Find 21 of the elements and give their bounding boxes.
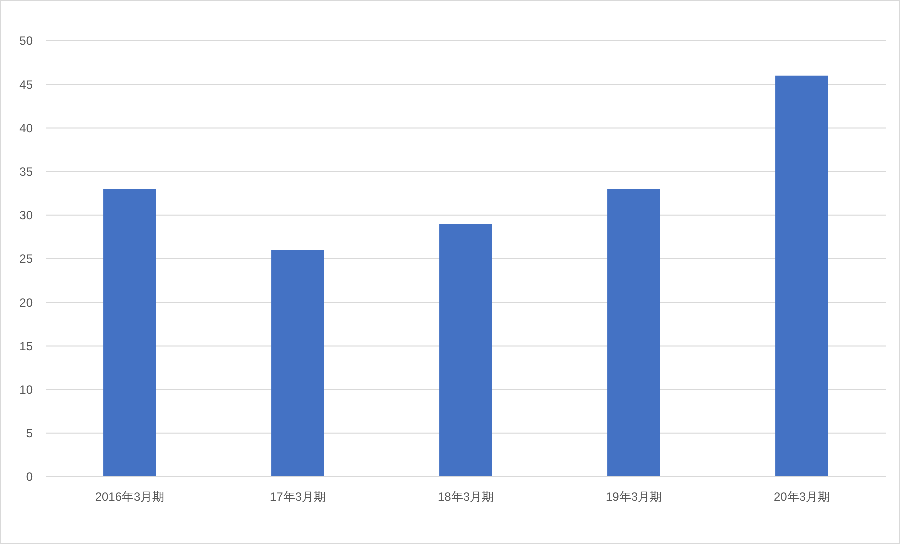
y-tick-label: 5 <box>26 426 34 441</box>
x-tick-label: 19年3月期 <box>606 490 662 504</box>
x-tick-label: 20年3月期 <box>774 490 830 504</box>
y-tick-label: 25 <box>20 252 34 266</box>
y-tick-label: 15 <box>20 339 34 354</box>
x-tick-label: 2016年3月期 <box>95 490 165 504</box>
y-tick-label: 40 <box>20 121 34 136</box>
y-tick-label: 0 <box>26 470 34 484</box>
y-tick-label: 50 <box>20 34 34 48</box>
y-tick-label: 45 <box>20 78 34 92</box>
bar <box>104 189 156 477</box>
y-tick-label: 10 <box>20 383 34 397</box>
x-tick-label: 18年3月期 <box>438 490 494 504</box>
bar <box>440 224 492 477</box>
bar <box>776 76 828 477</box>
x-tick-label: 17年3月期 <box>270 490 326 504</box>
bar <box>608 189 660 477</box>
bar <box>272 250 324 477</box>
y-tick-label: 30 <box>20 208 34 223</box>
y-tick-label: 20 <box>20 296 34 310</box>
y-tick-label: 35 <box>20 165 34 179</box>
